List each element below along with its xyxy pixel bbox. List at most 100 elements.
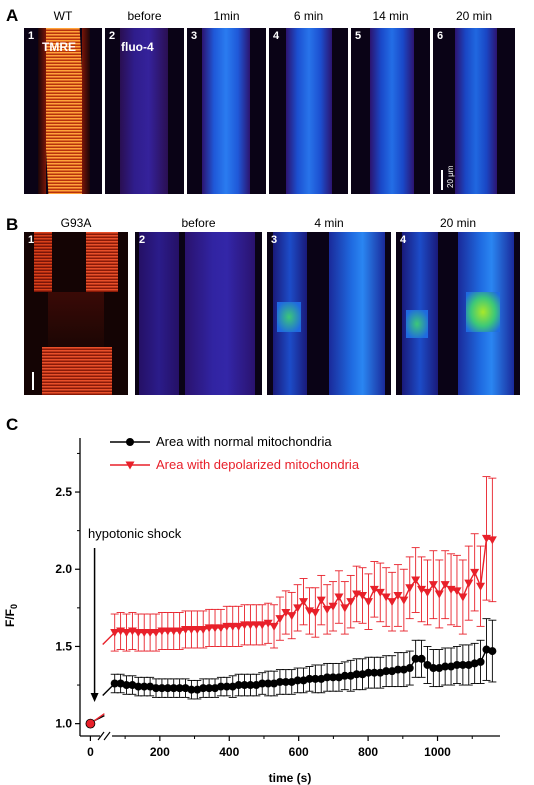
data-point [216, 624, 226, 633]
data-point [323, 673, 332, 682]
data-point [340, 604, 350, 613]
data-point [329, 673, 338, 682]
data-point [198, 625, 208, 634]
data-point [275, 677, 284, 686]
data-point [369, 585, 379, 594]
data-point [258, 679, 267, 688]
data-point [440, 581, 450, 590]
data-point [458, 593, 468, 602]
data-point [311, 674, 320, 683]
data-point [458, 660, 467, 669]
panel-a-image-2-number: 2 [109, 30, 116, 42]
data-point [399, 596, 409, 605]
data-point [334, 593, 344, 602]
panel-b-image-4-number: 4 [400, 234, 407, 246]
data-point [139, 629, 149, 638]
data-point [169, 627, 179, 636]
scale-bar-a [441, 170, 443, 190]
data-point [411, 576, 421, 585]
data-point [476, 657, 485, 666]
line-chart: 0 200 400 600 800 1000 1.0 1.5 2.0 2.5 time (s) F/F… [3, 434, 500, 785]
data-point [245, 621, 255, 630]
panel-a-label-1: WT [53, 9, 73, 23]
panel-b-image-2: 2 [135, 232, 262, 395]
panel-a-label-6: 20 min [455, 9, 493, 23]
data-point [281, 608, 291, 617]
data-point [393, 665, 402, 674]
panel-a-image-3: 3 [187, 28, 266, 194]
data-point [281, 677, 290, 686]
data-point [346, 598, 356, 607]
data-point [328, 602, 338, 611]
data-point [387, 598, 397, 607]
channel-label-fluo4: fluo-4 [121, 40, 154, 54]
panel-a-image-5: 5 [351, 28, 430, 194]
data-point [163, 684, 172, 693]
data-point [429, 664, 438, 673]
data-point [405, 584, 415, 593]
data-point [210, 624, 220, 633]
data-point [441, 662, 450, 671]
legend-label-1: Area with depolarized mitochondria [156, 457, 360, 472]
x-tick-label: 1000 [424, 745, 451, 759]
origin-point [85, 718, 96, 729]
y-tick-label: 1.0 [55, 717, 72, 731]
annotation-arrow-head [90, 692, 99, 702]
legend-marker-0 [126, 438, 134, 446]
data-point [417, 585, 427, 594]
x-axis-label: time (s) [269, 771, 312, 785]
panel-a-image-3-number: 3 [191, 30, 198, 42]
panel-a-image-1: 1 TMRE [24, 28, 102, 194]
panel-b-label-2: before [181, 216, 216, 230]
panel-a-image-1-number: 1 [28, 30, 35, 42]
panel-b-image-2-number: 2 [139, 234, 146, 246]
data-point [251, 621, 261, 630]
data-point [216, 682, 225, 691]
y-tick-label: 1.5 [55, 639, 72, 653]
panel-a-label-4: 6 min [293, 9, 324, 23]
data-point [263, 619, 273, 628]
start-connector [102, 632, 116, 646]
data-point [186, 625, 196, 634]
panel-a-image-4: 4 [269, 28, 348, 194]
x-axis-break-mark [103, 731, 111, 741]
data-point [222, 682, 231, 691]
annotation-hypotonic-shock: hypotonic shock [88, 526, 182, 541]
data-point [470, 568, 480, 577]
data-point [381, 593, 391, 602]
data-point [110, 629, 120, 638]
data-point [269, 622, 279, 631]
data-point [370, 668, 379, 677]
data-point [411, 654, 420, 663]
x-tick-label: 200 [150, 745, 170, 759]
data-point [287, 612, 297, 621]
data-point [305, 674, 314, 683]
panel-b-image-3-number: 3 [271, 234, 278, 246]
data-point [488, 647, 497, 656]
data-point [405, 664, 414, 673]
y-tick-label: 2.0 [55, 562, 72, 576]
panel-a-image-6: 6 20 μm [433, 28, 515, 194]
data-point [205, 684, 214, 693]
data-point [152, 684, 161, 693]
x-tick-label: 400 [219, 745, 239, 759]
x-tick-label: 600 [289, 745, 309, 759]
x-tick-label: 800 [358, 745, 378, 759]
data-point [417, 654, 426, 663]
data-point [322, 605, 332, 614]
panel-b-image-4: 4 [396, 232, 520, 395]
data-point [293, 676, 302, 685]
data-point [175, 684, 184, 693]
data-point [199, 684, 208, 693]
data-point [423, 660, 432, 669]
data-point [240, 681, 249, 690]
x-axis-break-gap [100, 732, 113, 740]
data-point [422, 588, 432, 597]
data-point [122, 629, 132, 638]
scale-bar-b [32, 372, 34, 390]
data-point [228, 622, 238, 631]
panel-b-image-1-number: 1 [28, 234, 35, 246]
data-point [464, 579, 474, 588]
data-point [163, 627, 173, 636]
data-point [181, 625, 191, 634]
